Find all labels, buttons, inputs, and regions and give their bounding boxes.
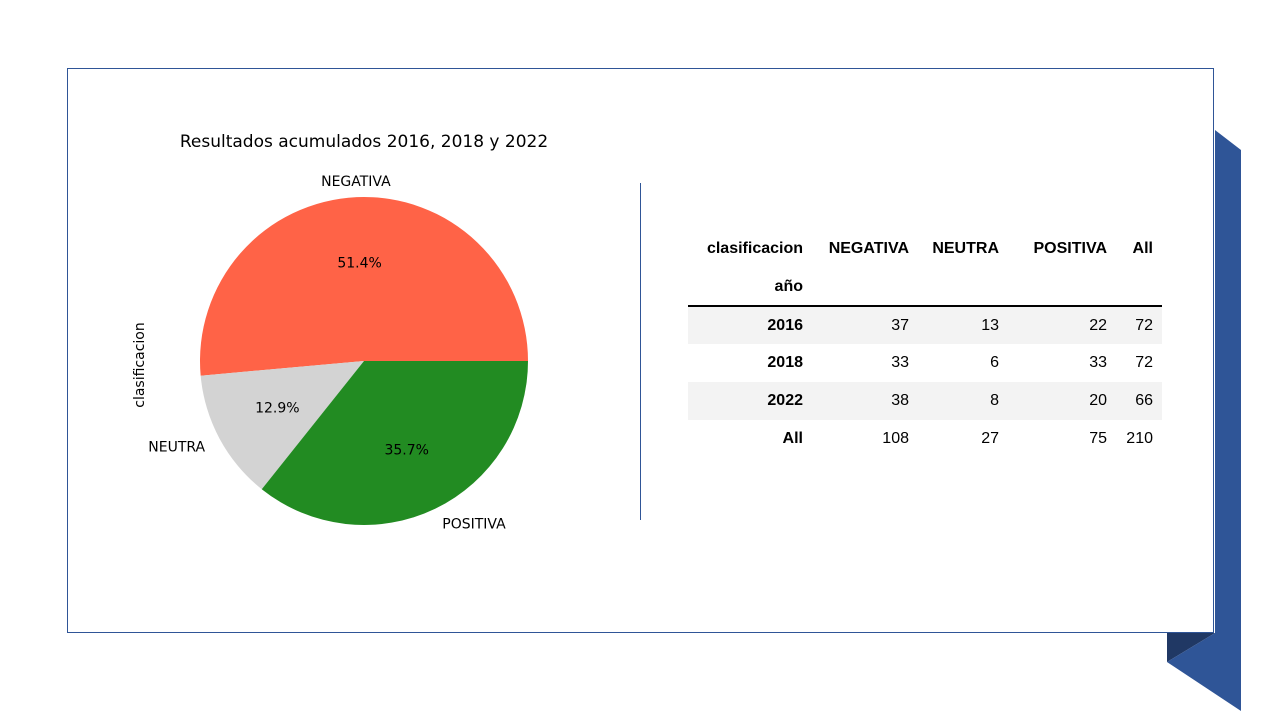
- vertical-divider: [640, 183, 641, 520]
- table-cell: 210: [1126, 430, 1153, 447]
- table-row: 2018 33 6 33 72: [688, 344, 1162, 382]
- table-cell: 33: [891, 354, 909, 371]
- row-label: 2018: [767, 354, 803, 371]
- index-name-header: año: [688, 268, 812, 307]
- col-header-neutra: NEUTRA: [932, 240, 999, 257]
- pivot-table: clasificacion NEGATIVA NEUTRA POSITIVA A…: [688, 230, 1162, 458]
- table-cell: 108: [882, 430, 909, 447]
- slice-label-neutra: NEUTRA: [148, 439, 205, 455]
- table-cell: 27: [981, 430, 999, 447]
- pie-slice-negativa: [199, 196, 528, 376]
- table-cell: 66: [1135, 392, 1153, 409]
- row-label: 2016: [767, 316, 803, 334]
- pct-label-positiva: 35.7%: [384, 443, 428, 459]
- table-cell: 20: [1089, 392, 1107, 409]
- table-cell: 6: [990, 354, 999, 371]
- pie-slice-positiva: [261, 361, 528, 525]
- table-row: 2022 38 8 20 66: [688, 382, 1162, 420]
- chart-ylabel: clasificacion: [132, 322, 148, 407]
- pie-labels: 51.4% NEGATIVA 12.9% NEUTRA 35.7% POSITIVA: [148, 174, 506, 533]
- slice-label-positiva: POSITIVA: [442, 517, 506, 533]
- row-label: 2022: [767, 392, 803, 409]
- slice-label-negativa: NEGATIVA: [321, 174, 391, 190]
- col-header-positiva: POSITIVA: [1033, 240, 1108, 257]
- pct-label-negativa: 51.4%: [337, 256, 381, 272]
- table-cell: 22: [1089, 316, 1107, 334]
- pct-label-neutra: 12.9%: [255, 401, 299, 417]
- chart-title: Resultados acumulados 2016, 2018 y 2022: [180, 132, 548, 152]
- table-cell: 72: [1135, 316, 1153, 334]
- table-cell: 33: [1089, 354, 1107, 371]
- table-corner-header: clasificacion: [706, 240, 803, 257]
- table-cell: 75: [1089, 430, 1107, 447]
- pie-slice-neutra: [200, 361, 364, 490]
- row-label: All: [782, 430, 803, 447]
- col-header-all: All: [1132, 240, 1153, 257]
- table-row: 2016 37 13 22 72: [688, 306, 1162, 344]
- table-cell: 72: [1135, 354, 1153, 371]
- table-cell: 8: [990, 392, 999, 409]
- corner-ribbon: [1167, 130, 1241, 711]
- table-row: All 108 27 75 210: [688, 420, 1162, 458]
- pie-slices: [199, 196, 528, 525]
- table-cell: 13: [981, 316, 999, 334]
- table-cell: 37: [891, 316, 909, 334]
- table-cell: 38: [891, 392, 909, 409]
- col-header-negativa: NEGATIVA: [828, 240, 909, 257]
